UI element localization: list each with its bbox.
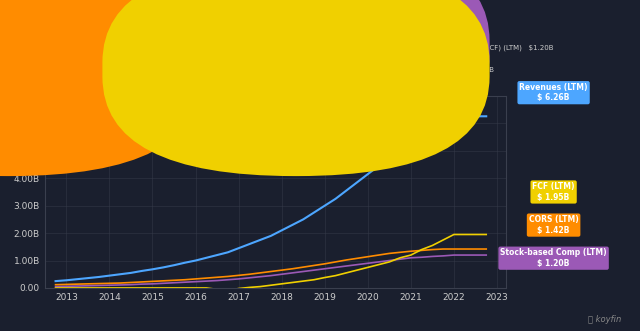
Text: NOW   ServiceNow, Inc.   Stock-Based Compensation (CF) (LTM)   $1.20B: NOW ServiceNow, Inc. Stock-Based Compens… (300, 45, 553, 51)
Text: ServiceNow SBC: ServiceNow SBC (243, 13, 333, 23)
Text: CORS (LTM)
$ 1.42B: CORS (LTM) $ 1.42B (529, 215, 579, 235)
Text: ⧗ koyfin: ⧗ koyfin (588, 315, 621, 324)
Text: Revenues (LTM)
$ 6.26B: Revenues (LTM) $ 6.26B (519, 83, 588, 102)
Text: NOW   ServiceNow, Inc.   Free Cash Flow (LTM)   $1.95B: NOW ServiceNow, Inc. Free Cash Flow (LTM… (300, 66, 493, 73)
Text: Stock-based Comp (LTM)
$ 1.20B: Stock-based Comp (LTM) $ 1.20B (500, 249, 607, 268)
Text: NOW   ServiceNow, Inc.   Total Revenues (LTM)   $6.26B: NOW ServiceNow, Inc. Total Revenues (LTM… (12, 45, 205, 51)
Text: FCF (LTM)
$ 1.95B: FCF (LTM) $ 1.95B (532, 182, 575, 202)
Text: NOW   ServiceNow, Inc.   Cost Of Revenues (LTM)   $1.42B: NOW ServiceNow, Inc. Cost Of Revenues (L… (12, 66, 214, 73)
